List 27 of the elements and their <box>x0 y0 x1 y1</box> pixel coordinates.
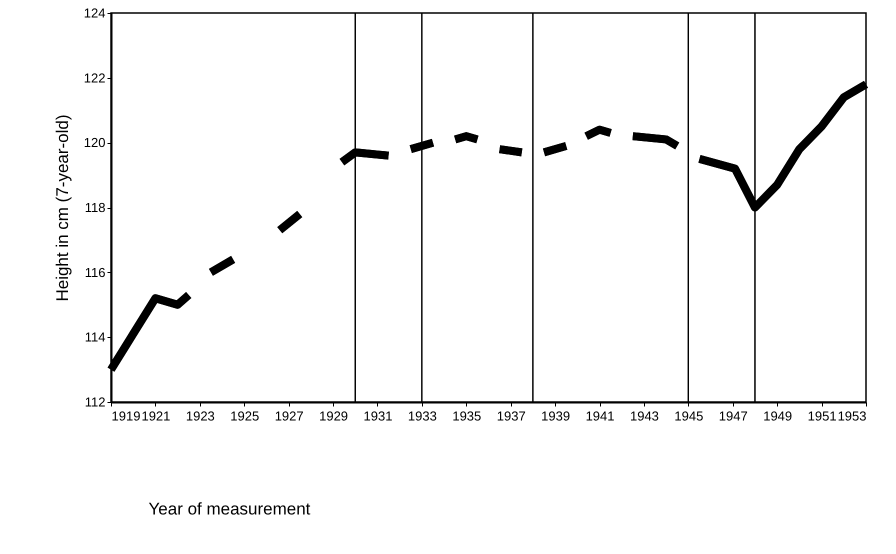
x-tick-label: 1947 <box>718 408 748 424</box>
x-tick-label: 1925 <box>230 408 260 424</box>
y-tick-label: 118 <box>84 200 106 215</box>
x-tick-label: 1941 <box>586 408 614 424</box>
x-tick-label: 1949 <box>763 408 792 424</box>
x-tick-label: 1929 <box>319 408 348 424</box>
y-tick-label: 120 <box>84 135 106 150</box>
y-tick-label: 124 <box>84 6 106 20</box>
y-axis-title: Height in cm (7-year-old) <box>52 114 72 302</box>
x-axis-title: Year of measurement <box>148 500 311 518</box>
y-tick-label: 122 <box>84 70 106 86</box>
y-tick-label: 112 <box>84 394 106 410</box>
x-tick-label: 1921 <box>141 408 170 424</box>
x-tick-label: 1953 <box>838 408 866 424</box>
x-tick-label: 1933 <box>408 408 437 424</box>
x-tick-label: 1951 <box>808 408 837 424</box>
x-tick-label: 1945 <box>674 408 704 424</box>
x-tick-label: 1931 <box>364 408 392 424</box>
y-tick-label: 116 <box>84 264 106 280</box>
y-tick-label: 114 <box>84 330 106 345</box>
x-tick-label: 1939 <box>541 408 570 424</box>
x-tick-label: 1923 <box>186 408 215 424</box>
x-tick-label: 1919 <box>112 408 140 424</box>
x-tick-label: 1927 <box>274 408 304 424</box>
x-tick-label: 1937 <box>496 408 526 424</box>
x-tick-label: 1943 <box>630 408 659 424</box>
x-tick-label: 1935 <box>452 408 482 424</box>
